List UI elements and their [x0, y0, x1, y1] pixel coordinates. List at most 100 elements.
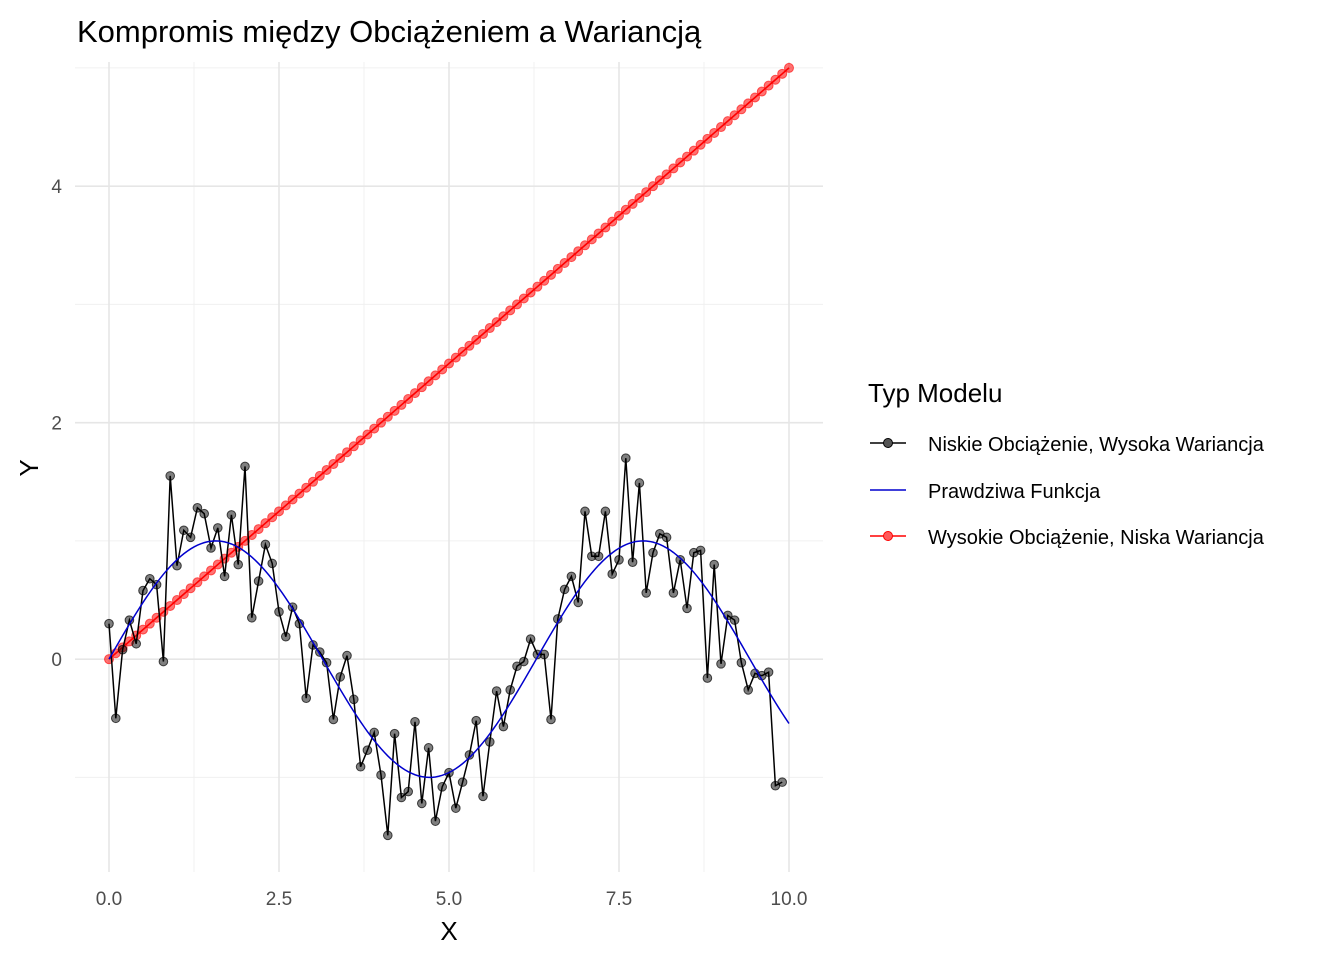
low-bias-point — [281, 631, 291, 642]
low-bias-point — [682, 603, 692, 614]
high-bias-point — [287, 494, 298, 505]
high-bias-point — [246, 529, 257, 540]
legend-title: Typ Modelu — [868, 378, 1002, 408]
low-bias-point — [607, 569, 618, 579]
high-bias-point — [491, 317, 502, 328]
low-bias-point — [702, 673, 713, 683]
low-bias-point — [131, 638, 141, 649]
low-bias-point — [641, 588, 652, 598]
low-bias-point — [668, 588, 679, 598]
low-bias-point — [464, 750, 475, 760]
high-bias-point — [355, 435, 366, 446]
high-bias-point — [675, 157, 686, 168]
high-bias-point — [661, 169, 672, 180]
low-bias-point — [111, 713, 121, 724]
high-bias-point — [593, 228, 604, 239]
low-bias-point — [342, 650, 352, 661]
high-bias-point — [777, 68, 788, 79]
low-bias-point — [627, 557, 638, 567]
low-bias-point — [219, 571, 230, 582]
high-bias-point — [301, 482, 312, 493]
low-bias-point — [559, 584, 570, 595]
low-bias-point — [199, 508, 209, 519]
high-bias-point — [185, 583, 196, 594]
low-bias-point — [457, 777, 468, 787]
high-bias-point — [178, 589, 189, 600]
low-bias-point — [736, 657, 747, 668]
legend: Typ Modelu Niskie Obciążenie, Wysoka War… — [868, 378, 1265, 549]
low-bias-point — [525, 634, 536, 644]
low-bias-point — [512, 661, 522, 672]
low-bias-point — [301, 693, 312, 703]
low-bias-point — [403, 786, 414, 797]
high-bias-point — [192, 577, 203, 588]
low-bias-point — [247, 612, 257, 623]
high-bias-point — [260, 518, 271, 529]
legend-label: Wysokie Obciążenie, Niska Wariancja — [928, 527, 1265, 549]
high-bias-point — [784, 62, 794, 73]
low-bias-point — [763, 667, 774, 677]
low-bias-point — [546, 714, 556, 725]
series-layer — [104, 62, 794, 841]
low-bias-point — [240, 461, 250, 472]
high-bias-point — [627, 198, 638, 209]
high-bias-point — [403, 394, 414, 405]
low-bias-point — [777, 777, 788, 787]
low-bias-point — [634, 478, 645, 488]
low-bias-point — [376, 770, 386, 780]
high-bias-point — [532, 281, 543, 292]
high-bias-point — [396, 399, 407, 410]
high-bias-point — [770, 74, 781, 85]
high-bias-point — [280, 500, 291, 511]
high-bias-point — [376, 417, 386, 428]
high-bias-point — [654, 175, 665, 186]
high-bias-point — [607, 216, 618, 227]
low-bias-point — [145, 573, 155, 584]
high-bias-point — [444, 358, 454, 369]
high-bias-point — [620, 204, 631, 215]
chart-title: Kompromis między Obciążeniem a Wariancją — [77, 14, 702, 49]
high-bias-point — [478, 328, 488, 339]
high-bias-point — [580, 240, 590, 251]
high-bias-point — [702, 133, 713, 144]
x-tick-label: 2.5 — [266, 889, 292, 910]
high-bias-point — [729, 110, 740, 121]
low-bias-point — [498, 721, 509, 732]
high-bias-point — [457, 346, 468, 357]
high-bias-point — [688, 145, 699, 156]
low-bias-point — [179, 525, 189, 536]
high-bias-point — [471, 334, 482, 345]
high-bias-point — [437, 364, 448, 375]
high-bias-point — [600, 222, 611, 233]
high-bias-point — [552, 263, 563, 274]
low-bias-point — [104, 618, 114, 629]
low-bias-point — [172, 560, 182, 571]
y-tick-label: 0 — [51, 650, 62, 671]
low-bias-point — [621, 453, 631, 463]
low-bias-point — [661, 532, 672, 543]
high-bias-point — [389, 405, 400, 416]
x-tick-label: 0.0 — [96, 889, 122, 910]
legend-entry-low-bias: Niskie Obciążenie, Wysoka Wariancja — [870, 434, 1265, 456]
legend-key-marker — [883, 438, 893, 448]
low-bias-point — [396, 792, 407, 803]
low-bias-point — [165, 471, 175, 481]
x-axis-ticks: 0.0 2.5 5.0 7.5 10.0 — [96, 889, 808, 910]
high-bias-point — [382, 411, 393, 422]
high-bias-point — [573, 246, 584, 257]
high-bias-point — [308, 476, 318, 487]
high-bias-point — [206, 565, 216, 576]
high-bias-point — [314, 470, 325, 481]
high-bias-point — [763, 80, 774, 91]
high-bias-point — [498, 311, 509, 322]
low-bias-point — [423, 743, 434, 753]
legend-entry-true-function: Prawdziwa Funkcja — [870, 481, 1101, 503]
low-bias-point — [729, 615, 740, 625]
plot-grid — [75, 62, 823, 872]
high-bias-point — [172, 595, 182, 606]
y-axis-ticks: 0 2 4 — [51, 177, 62, 671]
high-bias-point — [484, 323, 495, 334]
low-bias-point — [539, 649, 550, 660]
low-bias-point — [117, 644, 128, 655]
